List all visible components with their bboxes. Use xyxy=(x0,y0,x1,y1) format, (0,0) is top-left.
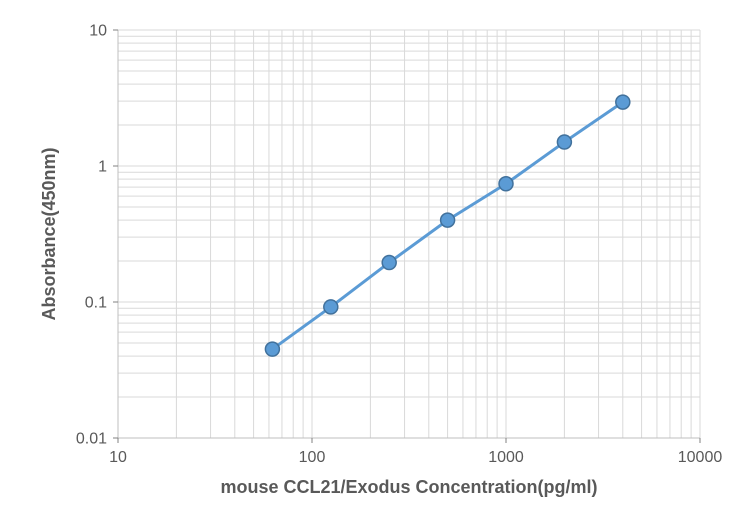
data-point xyxy=(441,213,455,227)
x-tick-label: 100 xyxy=(299,449,326,466)
x-tick-label: 1000 xyxy=(488,449,524,466)
chart-bg xyxy=(0,0,737,526)
data-point xyxy=(499,177,513,191)
x-tick-label: 10000 xyxy=(678,449,723,466)
y-tick-label: 0.01 xyxy=(76,431,107,448)
x-tick-label: 10 xyxy=(109,449,127,466)
data-point xyxy=(324,300,338,314)
x-axis-label: mouse CCL21/Exodus Concentration(pg/ml) xyxy=(220,477,597,497)
y-tick-label: 10 xyxy=(89,23,107,40)
data-point xyxy=(382,256,396,270)
chart-container: 10 100 1000 10000 0.01 0.1 1 10 mouse CCL21/Exod… xyxy=(0,0,737,526)
loglog-chart: 10 100 1000 10000 0.01 0.1 1 10 mouse CCL21/Exod… xyxy=(0,0,737,526)
data-point xyxy=(557,135,571,149)
y-tick-label: 0.1 xyxy=(85,295,107,312)
y-axis-label: Absorbance(450nm) xyxy=(39,147,59,320)
y-tick-label: 1 xyxy=(98,159,107,176)
data-point xyxy=(265,342,279,356)
data-point xyxy=(616,95,630,109)
